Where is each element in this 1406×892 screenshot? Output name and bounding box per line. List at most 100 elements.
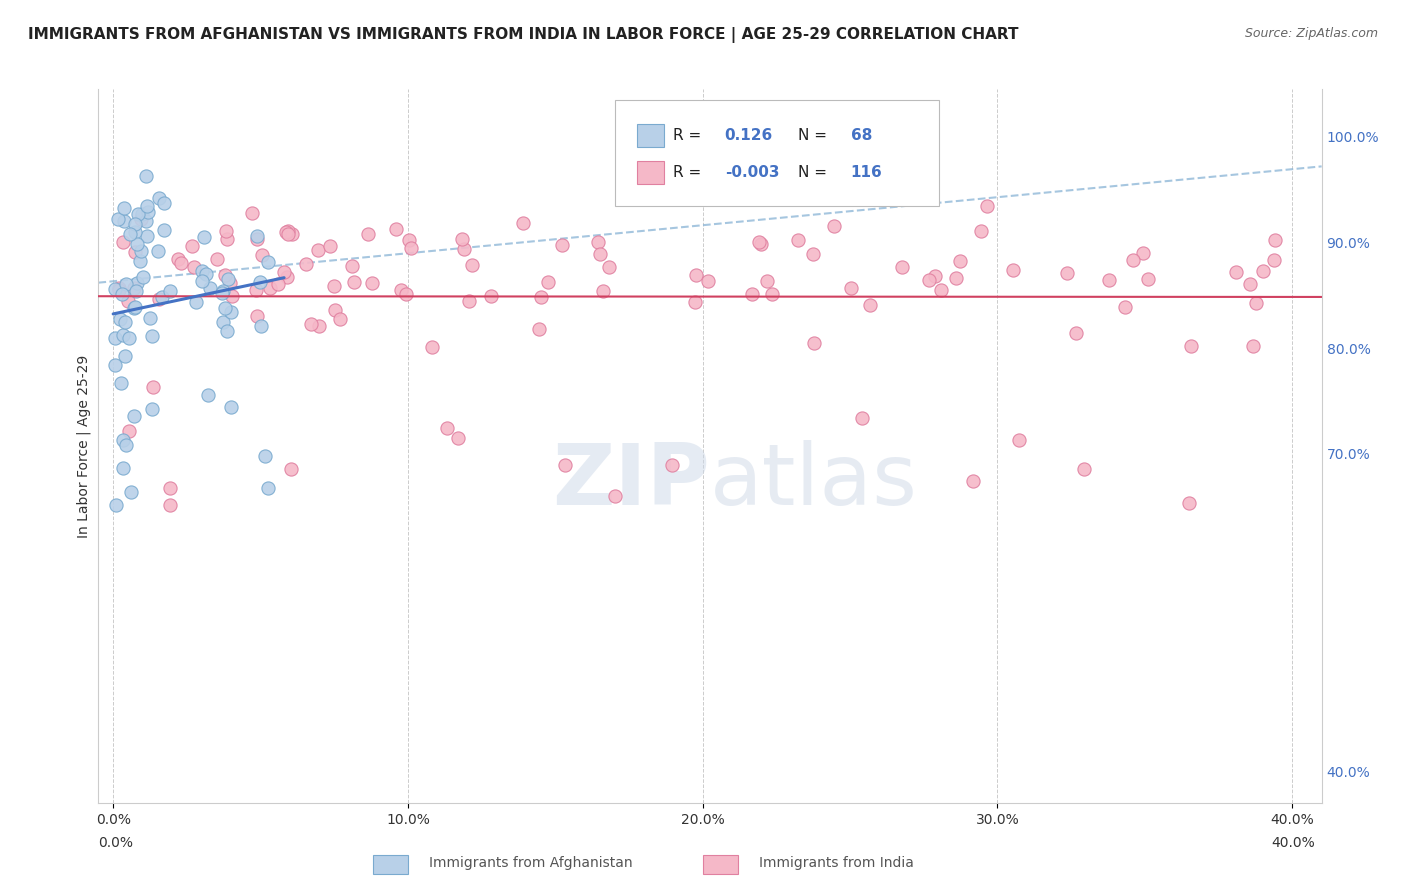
Point: [1073, 462, 1095, 476]
Point: [307, 244, 329, 258]
Point: [205, 252, 228, 267]
Point: [139, 310, 162, 325]
Point: [1180, 339, 1202, 353]
Point: [458, 294, 481, 309]
Point: [104, 330, 127, 344]
Point: [219, 277, 242, 291]
Point: [246, 229, 269, 244]
Point: [299, 318, 322, 332]
Point: [453, 242, 475, 256]
Point: [527, 321, 550, 335]
Point: [124, 244, 146, 259]
Point: [115, 438, 138, 452]
Point: [221, 289, 243, 303]
Point: [1239, 277, 1261, 291]
Point: [748, 235, 770, 249]
Text: N =: N =: [799, 128, 832, 143]
Point: [110, 376, 132, 391]
Point: [976, 199, 998, 213]
Point: [122, 301, 145, 315]
Point: [121, 484, 143, 499]
Point: [385, 222, 408, 236]
Point: [153, 195, 176, 210]
Point: [924, 268, 946, 283]
Point: [340, 259, 363, 273]
Point: [461, 258, 484, 272]
Point: [124, 300, 146, 314]
Point: [107, 212, 129, 227]
Point: [122, 281, 145, 295]
Point: [256, 481, 278, 495]
Point: [756, 274, 779, 288]
Point: [129, 244, 152, 258]
Point: [249, 275, 271, 289]
Point: [749, 237, 772, 252]
Point: [267, 277, 290, 292]
Point: [214, 301, 236, 316]
Point: [183, 260, 205, 274]
Point: [1251, 264, 1274, 278]
Point: [1263, 252, 1285, 267]
Point: [122, 409, 145, 423]
Point: [394, 286, 416, 301]
Text: IMMIGRANTS FROM AFGHANISTAN VS IMMIGRANTS FROM INDIA IN LABOR FORCE | AGE 25-29 : IMMIGRANTS FROM AFGHANISTAN VS IMMIGRANT…: [28, 27, 1018, 43]
Point: [132, 270, 155, 285]
Point: [276, 270, 298, 285]
Point: [450, 232, 472, 246]
Text: ZIP: ZIP: [553, 440, 710, 524]
Point: [108, 281, 131, 295]
Point: [195, 267, 218, 281]
Point: [1122, 252, 1144, 267]
Point: [153, 222, 176, 236]
Point: [343, 275, 366, 289]
Point: [111, 286, 134, 301]
Point: [112, 201, 135, 215]
Text: 0.126: 0.126: [724, 128, 773, 143]
Point: [962, 474, 984, 488]
Point: [329, 312, 352, 326]
Point: [127, 207, 149, 221]
Point: [170, 256, 193, 270]
Point: [277, 224, 299, 238]
Point: [1114, 300, 1136, 314]
Text: 116: 116: [851, 165, 883, 180]
Point: [1178, 496, 1201, 510]
Point: [357, 227, 380, 242]
Point: [858, 297, 880, 311]
Point: [592, 285, 614, 299]
Text: Immigrants from India: Immigrants from India: [759, 856, 914, 871]
Point: [212, 285, 235, 299]
Point: [537, 275, 560, 289]
Point: [929, 283, 952, 297]
Point: [146, 244, 169, 258]
Point: [184, 294, 207, 309]
Point: [193, 230, 215, 244]
Point: [219, 304, 242, 318]
Point: [131, 207, 153, 221]
Point: [135, 199, 157, 213]
Point: [159, 498, 181, 512]
Point: [1008, 433, 1031, 447]
Point: [1001, 263, 1024, 277]
Point: [257, 254, 280, 268]
Point: [323, 303, 346, 318]
Point: [108, 283, 131, 297]
Point: [308, 319, 330, 334]
Point: [1264, 233, 1286, 247]
Point: [1241, 339, 1264, 353]
Point: [136, 229, 159, 244]
Bar: [637, 161, 664, 184]
Bar: [637, 124, 664, 147]
Y-axis label: In Labor Force | Age 25-29: In Labor Force | Age 25-29: [77, 354, 91, 538]
Point: [211, 315, 233, 329]
Point: [111, 434, 134, 448]
Point: [389, 284, 412, 298]
Point: [823, 219, 845, 234]
Point: [142, 380, 165, 394]
Point: [125, 284, 148, 298]
Point: [167, 252, 190, 266]
Point: [250, 248, 273, 262]
Point: [697, 274, 720, 288]
Point: [181, 239, 204, 253]
Point: [246, 310, 269, 324]
